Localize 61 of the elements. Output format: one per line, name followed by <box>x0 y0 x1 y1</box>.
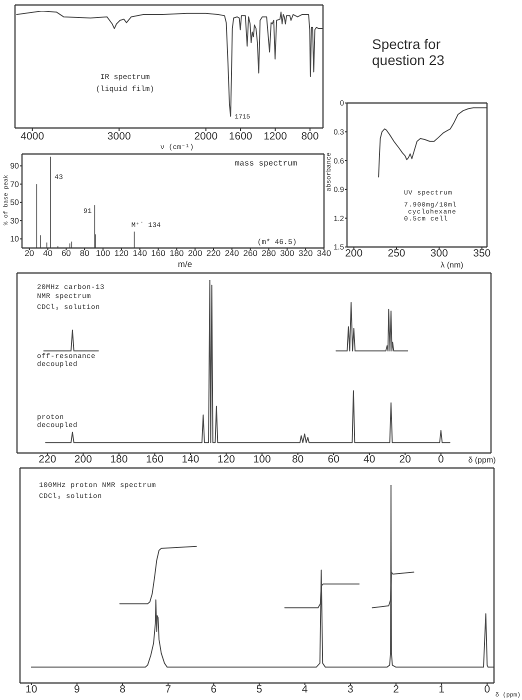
y-tick-label: 90 <box>10 162 20 171</box>
x-tick-label: 320 <box>298 248 313 258</box>
x-tick-label: 800 <box>301 130 319 142</box>
x-tick-label: 220 <box>206 248 221 258</box>
x-tick-label: 40 <box>43 248 53 258</box>
y-tick-label: 70 <box>10 180 20 189</box>
x-axis-title: δ (ppm) <box>468 456 496 464</box>
x-tick-label: 3000 <box>107 130 131 142</box>
annotation: mass spectrum <box>234 160 298 168</box>
x-tick-label: 60 <box>61 248 72 258</box>
x-tick-label: 120 <box>114 248 129 258</box>
x-tick-label: 10 <box>26 683 38 696</box>
x-tick-label: 200 <box>188 248 202 258</box>
line-series <box>378 107 487 178</box>
x-tick-label: 250 <box>388 247 406 260</box>
x-axis-title: λ (nm) <box>440 260 464 270</box>
x-tick-label: 160 <box>146 453 164 466</box>
x-tick-label: 3 <box>348 683 354 696</box>
x-tick-label: 4000 <box>20 130 44 142</box>
x-tick-label: 6 <box>210 683 217 696</box>
x-tick-label: 80 <box>292 453 304 466</box>
x-tick-label: 9 <box>74 683 80 696</box>
x-tick-label: 2000 <box>194 130 218 142</box>
x-tick-label: 4 <box>302 683 308 696</box>
x-tick-label: 1600 <box>228 130 252 142</box>
x-tick-label: 2 <box>393 683 400 696</box>
x-axis-title: m/e <box>178 259 192 269</box>
x-tick-label: 100 <box>96 248 110 258</box>
x-tick-label: 180 <box>170 248 184 258</box>
x-tick-label: 40 <box>364 453 376 466</box>
y-tick-label: 30 <box>10 216 20 226</box>
x-tick-label: 140 <box>182 453 200 466</box>
y-tick-label: 50 <box>10 198 20 208</box>
x-tick-label: 60 <box>328 453 340 466</box>
x-tick-label: 260 <box>243 248 258 258</box>
x-tick-label: 140 <box>132 248 148 258</box>
x-tick-label: 300 <box>430 247 448 260</box>
x-tick-label: 220 <box>38 453 56 466</box>
x-tick-label: 340 <box>316 248 332 258</box>
x-tick-label: 1 <box>438 683 445 696</box>
chart-title: Spectra for question 23 <box>372 36 446 68</box>
x-tick-label: 100 <box>253 453 271 466</box>
x-tick-label: 1200 <box>264 130 288 142</box>
x-tick-label: 0 <box>438 453 444 466</box>
x-tick-label: 300 <box>280 248 295 258</box>
x-tick-label: 240 <box>224 248 240 258</box>
x-tick-label: 5 <box>256 683 262 696</box>
x-tick-label: 200 <box>345 247 363 260</box>
x-tick-label: 180 <box>110 453 128 466</box>
x-tick-label: 20 <box>399 453 412 466</box>
x-tick-label: 0 <box>484 683 490 696</box>
x-tick-label: 160 <box>151 248 166 258</box>
x-tick-label: 20 <box>24 248 34 258</box>
x-tick-label: 350 <box>473 247 491 260</box>
x-tick-label: 8 <box>120 683 126 696</box>
y-tick-label: 10 <box>10 234 20 244</box>
x-tick-label: 200 <box>74 453 92 466</box>
x-tick-label: 7 <box>165 683 172 696</box>
x-tick-label: 80 <box>80 248 90 258</box>
x-tick-label: 120 <box>218 453 236 466</box>
x-tick-label: 280 <box>262 248 276 258</box>
